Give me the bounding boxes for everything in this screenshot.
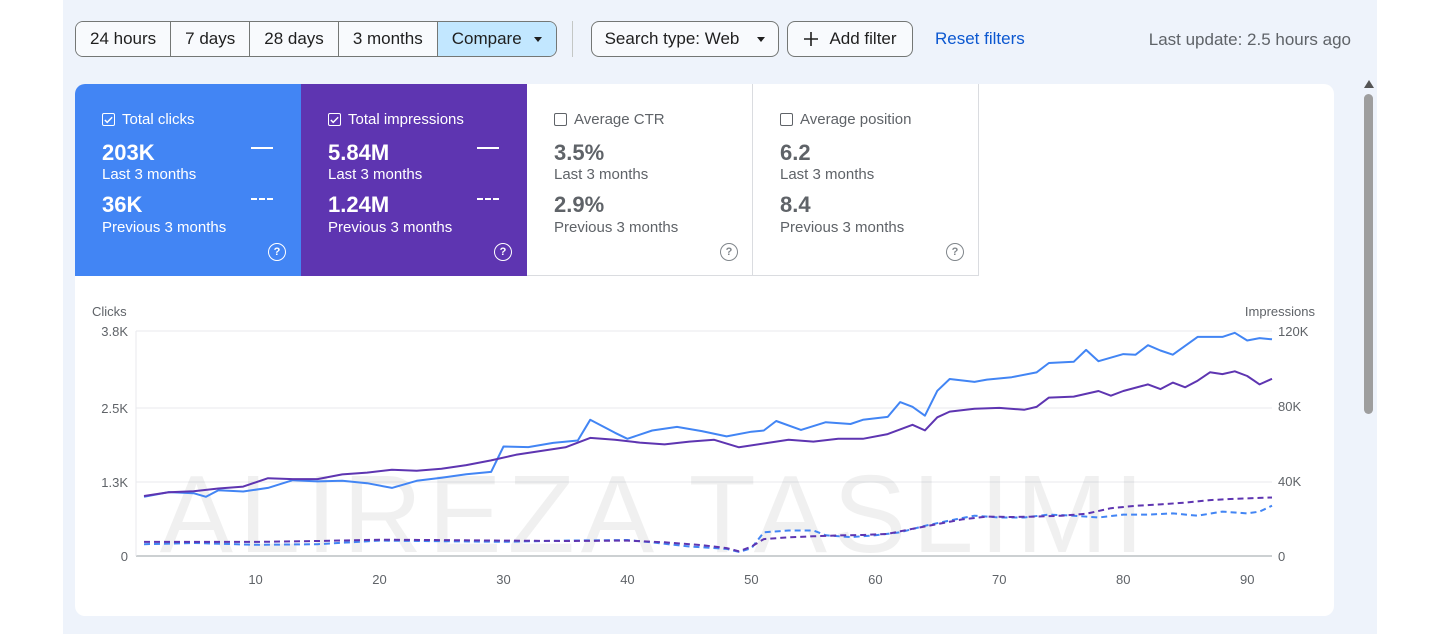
metric-tile-average-position[interactable]: Average position 6.2 Last 3 months 8.4 P… xyxy=(753,84,979,276)
metric-previous-value: 8.4 xyxy=(780,192,811,217)
metric-current-period: Last 3 months xyxy=(328,166,423,183)
x-tick-label: 40 xyxy=(620,572,634,587)
x-tick-label: 80 xyxy=(1116,572,1130,587)
metric-tile-total-impressions[interactable]: Total impressions 5.84M Last 3 months 1.… xyxy=(301,84,527,276)
help-icon[interactable]: ? xyxy=(720,243,738,261)
y-tick-label-right: 40K xyxy=(1278,474,1301,489)
metric-label-text: Average CTR xyxy=(574,111,665,128)
y-tick-label-right: 0 xyxy=(1278,549,1285,564)
vertical-scrollbar[interactable] xyxy=(1362,78,1376,634)
metric-current-value: 5.84M xyxy=(328,140,390,165)
metric-label-text: Average position xyxy=(800,111,912,128)
y-tick-label-left: 3.8K xyxy=(101,324,128,339)
add-filter-label: Add filter xyxy=(829,29,897,48)
x-tick-label: 10 xyxy=(248,572,262,587)
metric-label-text: Total impressions xyxy=(348,111,464,128)
checkbox-unchecked-icon[interactable] xyxy=(780,113,793,126)
caret-down-icon xyxy=(533,36,542,42)
metric-current-period: Last 3 months xyxy=(780,166,875,183)
series-line-current-impressions xyxy=(143,370,1273,497)
reset-filters-link[interactable]: Reset filters xyxy=(935,29,1025,48)
metric-current-period: Last 3 months xyxy=(554,166,649,183)
date-range-toolbar: 24 hours 7 days 28 days 3 months Compare xyxy=(75,21,557,57)
search-type-dropdown[interactable]: Search type: Web xyxy=(591,21,779,57)
scroll-up-arrow-icon[interactable] xyxy=(1364,80,1374,88)
compare-dropdown-button[interactable]: Compare xyxy=(437,22,556,56)
metric-current-value: 6.2 xyxy=(780,140,811,165)
y-tick-label-right: 80K xyxy=(1278,399,1301,414)
metric-previous-value: 2.9% xyxy=(554,192,605,217)
metric-label: Average CTR xyxy=(554,111,665,128)
series-line-current-clicks xyxy=(143,331,1273,498)
x-tick-label: 70 xyxy=(992,572,1006,587)
watermark-text: ALIREZA TASLIMI xyxy=(160,453,1151,576)
toolbar-divider xyxy=(572,21,573,57)
performance-card: Total clicks 203K Last 3 months 36K Prev… xyxy=(75,84,1334,616)
y-axis-title-left: Clicks xyxy=(92,304,127,319)
date-range-segmented-control: 24 hours 7 days 28 days 3 months Compare xyxy=(75,21,557,57)
caret-down-icon xyxy=(757,36,766,42)
metric-previous-period: Previous 3 months xyxy=(554,219,679,236)
metric-previous-period: Previous 3 months xyxy=(102,219,227,236)
help-icon[interactable]: ? xyxy=(268,243,286,261)
search-type-label: Search type: Web xyxy=(604,29,740,48)
metric-previous-period: Previous 3 months xyxy=(780,219,905,236)
x-tick-label: 50 xyxy=(744,572,758,587)
y-tick-label-right: 120K xyxy=(1278,324,1309,339)
checkbox-checked-icon[interactable] xyxy=(102,113,115,126)
metric-tile-total-clicks[interactable]: Total clicks 203K Last 3 months 36K Prev… xyxy=(75,84,301,276)
x-axis-ticks: 10 20 30 40 50 60 70 80 90 xyxy=(248,572,1254,587)
last-update-text: Last update: 2.5 hours ago xyxy=(1148,30,1351,49)
checkbox-checked-icon[interactable] xyxy=(328,113,341,126)
metric-label: Average position xyxy=(780,111,911,128)
x-tick-label: 60 xyxy=(868,572,882,587)
range-28-days-button[interactable]: 28 days xyxy=(250,22,339,56)
y-tick-label-left: 1.3K xyxy=(101,475,128,490)
metric-current-value: 203K xyxy=(102,140,155,165)
y-axis-title-right: Impressions xyxy=(1245,304,1316,319)
dashed-line-legend-icon xyxy=(477,198,499,200)
compare-label: Compare xyxy=(451,29,522,48)
x-tick-label: 90 xyxy=(1240,572,1254,587)
range-24-hours-button[interactable]: 24 hours xyxy=(76,22,172,56)
series-line-previous-impressions xyxy=(144,496,1273,553)
checkbox-unchecked-icon[interactable] xyxy=(554,113,567,126)
y-tick-label-left: 2.5K xyxy=(101,401,128,416)
y-axis-ticks-left: 0 1.3K 2.5K 3.8K xyxy=(101,324,128,564)
performance-chart: ALIREZA TASLIMI Clicks Impressions 0 1.3K… xyxy=(92,304,1316,587)
metric-previous-value: 36K xyxy=(102,192,143,217)
dashed-line-legend-icon xyxy=(251,198,273,200)
y-tick-label-left: 0 xyxy=(121,549,128,564)
y-axis-ticks-right: 0 40K 80K 120K xyxy=(1278,324,1309,564)
x-tick-label: 30 xyxy=(496,572,510,587)
solid-line-legend-icon xyxy=(251,147,273,149)
metric-current-period: Last 3 months xyxy=(102,166,197,183)
chart-series xyxy=(143,331,1273,553)
metric-current-value: 3.5% xyxy=(554,140,605,165)
solid-line-legend-icon xyxy=(477,147,499,149)
metric-previous-period: Previous 3 months xyxy=(328,219,453,236)
help-icon[interactable]: ? xyxy=(494,243,512,261)
metric-label-text: Total clicks xyxy=(122,111,195,128)
metric-label: Total impressions xyxy=(328,111,464,128)
range-7-days-button[interactable]: 7 days xyxy=(171,22,251,56)
metric-tile-average-ctr[interactable]: Average CTR 3.5% Last 3 months 2.9% Prev… xyxy=(527,84,753,276)
range-3-months-button[interactable]: 3 months xyxy=(338,22,438,56)
x-tick-label: 20 xyxy=(372,572,386,587)
metric-label: Total clicks xyxy=(102,111,195,128)
metric-previous-value: 1.24M xyxy=(328,192,390,217)
add-filter-button[interactable]: Add filter xyxy=(787,21,913,57)
help-icon[interactable]: ? xyxy=(946,243,964,261)
scrollbar-thumb[interactable] xyxy=(1364,94,1373,414)
plus-icon xyxy=(804,32,819,46)
